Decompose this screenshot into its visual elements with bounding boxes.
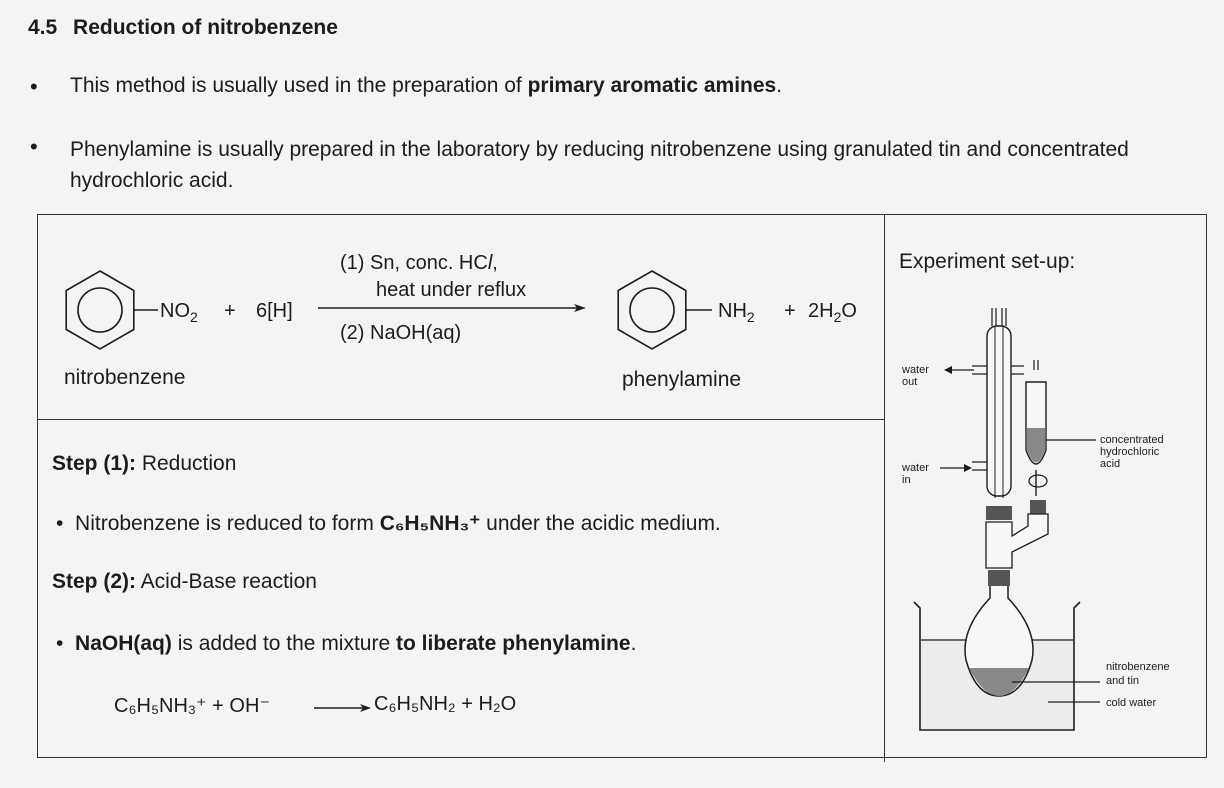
reaction-scheme bbox=[65, 270, 712, 350]
cold-water-label: cold water bbox=[1106, 697, 1157, 709]
benzene-ring-icon bbox=[617, 270, 687, 350]
step-2-heading: Step (2): Acid-Base reaction bbox=[52, 570, 317, 593]
dropping-funnel bbox=[1025, 360, 1048, 514]
acid-label: concentrated hydrochloric acid bbox=[1100, 434, 1164, 470]
section-heading: 4.5 Reduction of nitrobenzene bbox=[28, 16, 338, 40]
water-product: 2H2O bbox=[808, 300, 857, 325]
bullet-marker: • bbox=[30, 134, 38, 159]
benzene-ring-icon bbox=[65, 270, 135, 350]
step-2-bullet: • NaOH(aq) is added to the mixture to li… bbox=[56, 632, 637, 655]
bullet-2: Phenylamine is usually prepared in the l… bbox=[70, 138, 1129, 192]
condenser bbox=[972, 308, 1024, 520]
ionic-arrow-icon bbox=[314, 704, 371, 712]
ionic-equation-left: C₆H₅NH₃⁺ + OH⁻ bbox=[114, 695, 270, 717]
bullet-marker: • bbox=[30, 74, 38, 99]
content-box bbox=[37, 214, 1207, 758]
apparatus-diagram bbox=[913, 308, 1100, 731]
plus-sign: + bbox=[224, 300, 236, 322]
mixture-label: nitrobenzene and tin bbox=[1106, 661, 1170, 687]
water-in-label: water in bbox=[902, 462, 929, 486]
section-number: 4.5 bbox=[28, 16, 58, 39]
plus-sign: + bbox=[784, 300, 796, 322]
condition-1b: heat under reflux bbox=[376, 279, 527, 301]
ionic-equation-right: C₆H₅NH₂ + H₂O bbox=[374, 693, 517, 715]
condition-2: (2) NaOH(aq) bbox=[340, 322, 462, 344]
condition-1: (1) Sn, conc. HCl, bbox=[340, 252, 498, 274]
bullet-1: This method is usually used in the prepa… bbox=[70, 74, 783, 97]
setup-title: Experiment set-up: bbox=[899, 250, 1076, 273]
step-1-heading: Step (1): Reduction bbox=[52, 452, 237, 475]
reactant-group: NO2 bbox=[160, 300, 198, 325]
bullet-1-emphasis: primary aromatic amines bbox=[527, 74, 777, 97]
product-group: NH2 bbox=[718, 300, 755, 325]
flask bbox=[964, 586, 1034, 697]
label-phenylamine: phenylamine bbox=[622, 368, 742, 391]
section-title: Reduction of nitrobenzene bbox=[73, 16, 338, 39]
step-1-bullet: • Nitrobenzene is reduced to form C₆H₅NH… bbox=[56, 512, 721, 535]
vertical-divider bbox=[884, 214, 885, 762]
label-nitrobenzene: nitrobenzene bbox=[64, 366, 186, 389]
water-out-label: water out bbox=[902, 364, 929, 388]
hydrogen-reagent: 6[H] bbox=[256, 300, 293, 322]
horizontal-divider bbox=[37, 419, 885, 420]
